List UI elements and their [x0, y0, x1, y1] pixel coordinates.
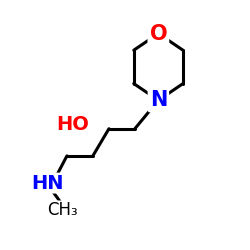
Text: HN: HN [31, 174, 64, 193]
Text: CH₃: CH₃ [47, 201, 77, 219]
Text: O: O [150, 24, 167, 44]
Text: HO: HO [57, 116, 90, 134]
Text: N: N [150, 90, 167, 110]
